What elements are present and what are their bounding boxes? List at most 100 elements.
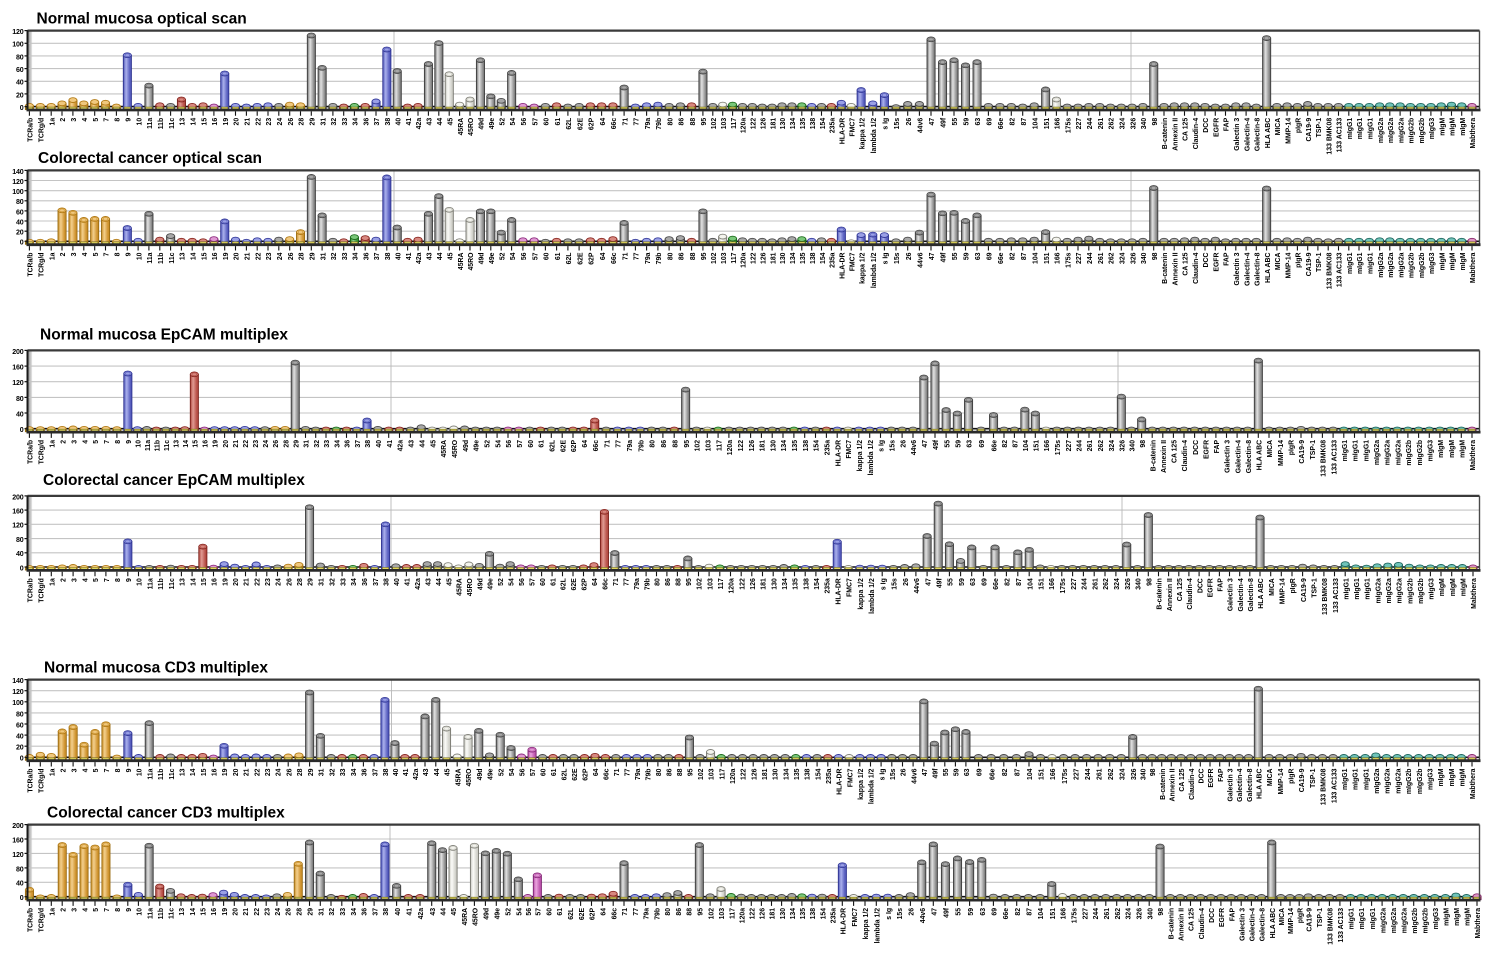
svg-text:Mabthera: Mabthera bbox=[1475, 908, 1482, 939]
svg-text:126: 126 bbox=[760, 252, 767, 264]
svg-text:340: 340 bbox=[1136, 578, 1143, 590]
svg-text:130: 130 bbox=[780, 118, 787, 130]
svg-text:11b: 11b bbox=[158, 118, 165, 130]
svg-text:104: 104 bbox=[1038, 908, 1045, 920]
svg-text:15: 15 bbox=[201, 578, 208, 586]
svg-text:45RO: 45RO bbox=[468, 252, 475, 271]
svg-text:261: 261 bbox=[1096, 768, 1103, 780]
svg-text:227: 227 bbox=[1076, 252, 1083, 264]
svg-text:9: 9 bbox=[126, 118, 133, 122]
svg-text:26: 26 bbox=[906, 118, 913, 126]
svg-text:41: 41 bbox=[387, 440, 394, 448]
svg-text:kappa 1/2: kappa 1/2 bbox=[859, 252, 866, 284]
svg-text:20: 20 bbox=[223, 440, 230, 448]
svg-text:104: 104 bbox=[1032, 252, 1039, 264]
svg-text:B-catenin: B-catenin bbox=[1162, 118, 1169, 149]
svg-text:2: 2 bbox=[60, 118, 67, 122]
svg-text:80: 80 bbox=[16, 53, 24, 61]
svg-text:120a: 120a bbox=[741, 118, 748, 133]
svg-text:340: 340 bbox=[1141, 118, 1148, 130]
svg-text:28: 28 bbox=[297, 768, 304, 776]
svg-text:HLA ABC: HLA ABC bbox=[1257, 440, 1264, 471]
svg-text:3: 3 bbox=[71, 768, 78, 772]
svg-text:235a: 235a bbox=[825, 578, 832, 593]
svg-text:MICA: MICA bbox=[1267, 440, 1274, 458]
svg-text:175s: 175s bbox=[1055, 440, 1062, 455]
svg-text:120: 120 bbox=[12, 379, 23, 387]
svg-text:Annexin II: Annexin II bbox=[1172, 252, 1179, 285]
svg-text:Galectin-4: Galectin-4 bbox=[1250, 908, 1257, 941]
svg-text:44: 44 bbox=[437, 118, 444, 126]
svg-text:21: 21 bbox=[245, 252, 252, 260]
svg-text:Colorectal cancer optical scan: Colorectal cancer optical scan bbox=[38, 150, 262, 167]
svg-text:80: 80 bbox=[16, 536, 24, 544]
svg-text:mIgG3: mIgG3 bbox=[1428, 440, 1435, 462]
svg-text:mIgG1: mIgG1 bbox=[1357, 118, 1364, 140]
svg-text:59: 59 bbox=[968, 908, 975, 916]
svg-text:3: 3 bbox=[71, 252, 78, 256]
svg-text:31: 31 bbox=[319, 908, 326, 916]
svg-text:126: 126 bbox=[760, 908, 767, 920]
svg-text:42a: 42a bbox=[416, 118, 423, 130]
svg-text:326: 326 bbox=[1137, 908, 1144, 920]
svg-text:66e: 66e bbox=[1003, 908, 1010, 920]
svg-text:44v6: 44v6 bbox=[920, 908, 927, 923]
svg-text:40: 40 bbox=[16, 550, 24, 558]
svg-text:42a: 42a bbox=[398, 440, 405, 452]
svg-text:86: 86 bbox=[679, 252, 686, 260]
svg-text:87: 87 bbox=[1021, 252, 1028, 260]
svg-text:4: 4 bbox=[82, 118, 89, 122]
svg-text:181: 181 bbox=[770, 252, 777, 264]
svg-text:Mabthera: Mabthera bbox=[1470, 252, 1477, 283]
svg-text:TSP-1: TSP-1 bbox=[1312, 578, 1319, 598]
svg-text:49e: 49e bbox=[488, 768, 495, 780]
svg-text:36: 36 bbox=[362, 908, 369, 916]
svg-text:mIgM: mIgM bbox=[1449, 440, 1456, 458]
svg-text:87: 87 bbox=[1015, 768, 1022, 776]
svg-text:mIgG1: mIgG1 bbox=[1370, 908, 1377, 930]
svg-text:54: 54 bbox=[495, 440, 502, 448]
svg-text:40: 40 bbox=[395, 908, 402, 916]
svg-text:mIgG2a: mIgG2a bbox=[1397, 578, 1404, 603]
svg-text:Galectin-8: Galectin-8 bbox=[1248, 578, 1255, 611]
svg-text:FAP: FAP bbox=[1214, 440, 1221, 454]
svg-text:mIgG2a: mIgG2a bbox=[1398, 118, 1405, 143]
svg-text:8: 8 bbox=[115, 908, 122, 912]
svg-text:42a: 42a bbox=[413, 768, 420, 780]
svg-text:mIgM: mIgM bbox=[1454, 908, 1461, 926]
svg-text:11a: 11a bbox=[147, 118, 154, 129]
svg-text:44: 44 bbox=[434, 768, 441, 776]
svg-text:Galectin-8: Galectin-8 bbox=[1247, 768, 1254, 801]
svg-text:62P: 62P bbox=[571, 440, 578, 453]
svg-text:134: 134 bbox=[790, 252, 797, 264]
svg-text:7: 7 bbox=[104, 252, 111, 256]
svg-text:69: 69 bbox=[992, 908, 999, 916]
svg-text:DCC: DCC bbox=[1209, 908, 1216, 923]
svg-text:261: 261 bbox=[1087, 440, 1094, 452]
svg-text:64: 64 bbox=[601, 908, 608, 916]
svg-text:326: 326 bbox=[1130, 118, 1137, 130]
svg-text:57: 57 bbox=[532, 252, 539, 260]
svg-text:120: 120 bbox=[12, 178, 23, 186]
svg-text:56: 56 bbox=[519, 578, 526, 586]
svg-text:55: 55 bbox=[956, 908, 963, 916]
svg-text:227: 227 bbox=[1073, 768, 1080, 780]
svg-text:mIgG2a: mIgG2a bbox=[1386, 578, 1393, 603]
svg-text:20: 20 bbox=[16, 744, 24, 752]
svg-text:mIgG1: mIgG1 bbox=[1342, 440, 1349, 462]
svg-text:lambda 1/2: lambda 1/2 bbox=[869, 578, 876, 614]
svg-text:Galectin-8: Galectin-8 bbox=[1255, 252, 1262, 285]
svg-text:Galectin 3: Galectin 3 bbox=[1239, 908, 1246, 941]
svg-text:54: 54 bbox=[517, 908, 524, 916]
svg-text:175s: 175s bbox=[1062, 768, 1069, 783]
svg-text:60: 60 bbox=[16, 721, 24, 729]
svg-text:64: 64 bbox=[593, 768, 600, 776]
svg-text:44v6: 44v6 bbox=[918, 252, 925, 267]
svg-text:21: 21 bbox=[233, 440, 240, 448]
svg-text:0: 0 bbox=[20, 426, 24, 434]
svg-text:31: 31 bbox=[320, 118, 327, 126]
svg-text:102: 102 bbox=[711, 252, 718, 264]
svg-text:FAP: FAP bbox=[1218, 768, 1225, 782]
svg-text:Galectin-4: Galectin-4 bbox=[1235, 440, 1242, 473]
svg-text:40: 40 bbox=[394, 578, 401, 586]
